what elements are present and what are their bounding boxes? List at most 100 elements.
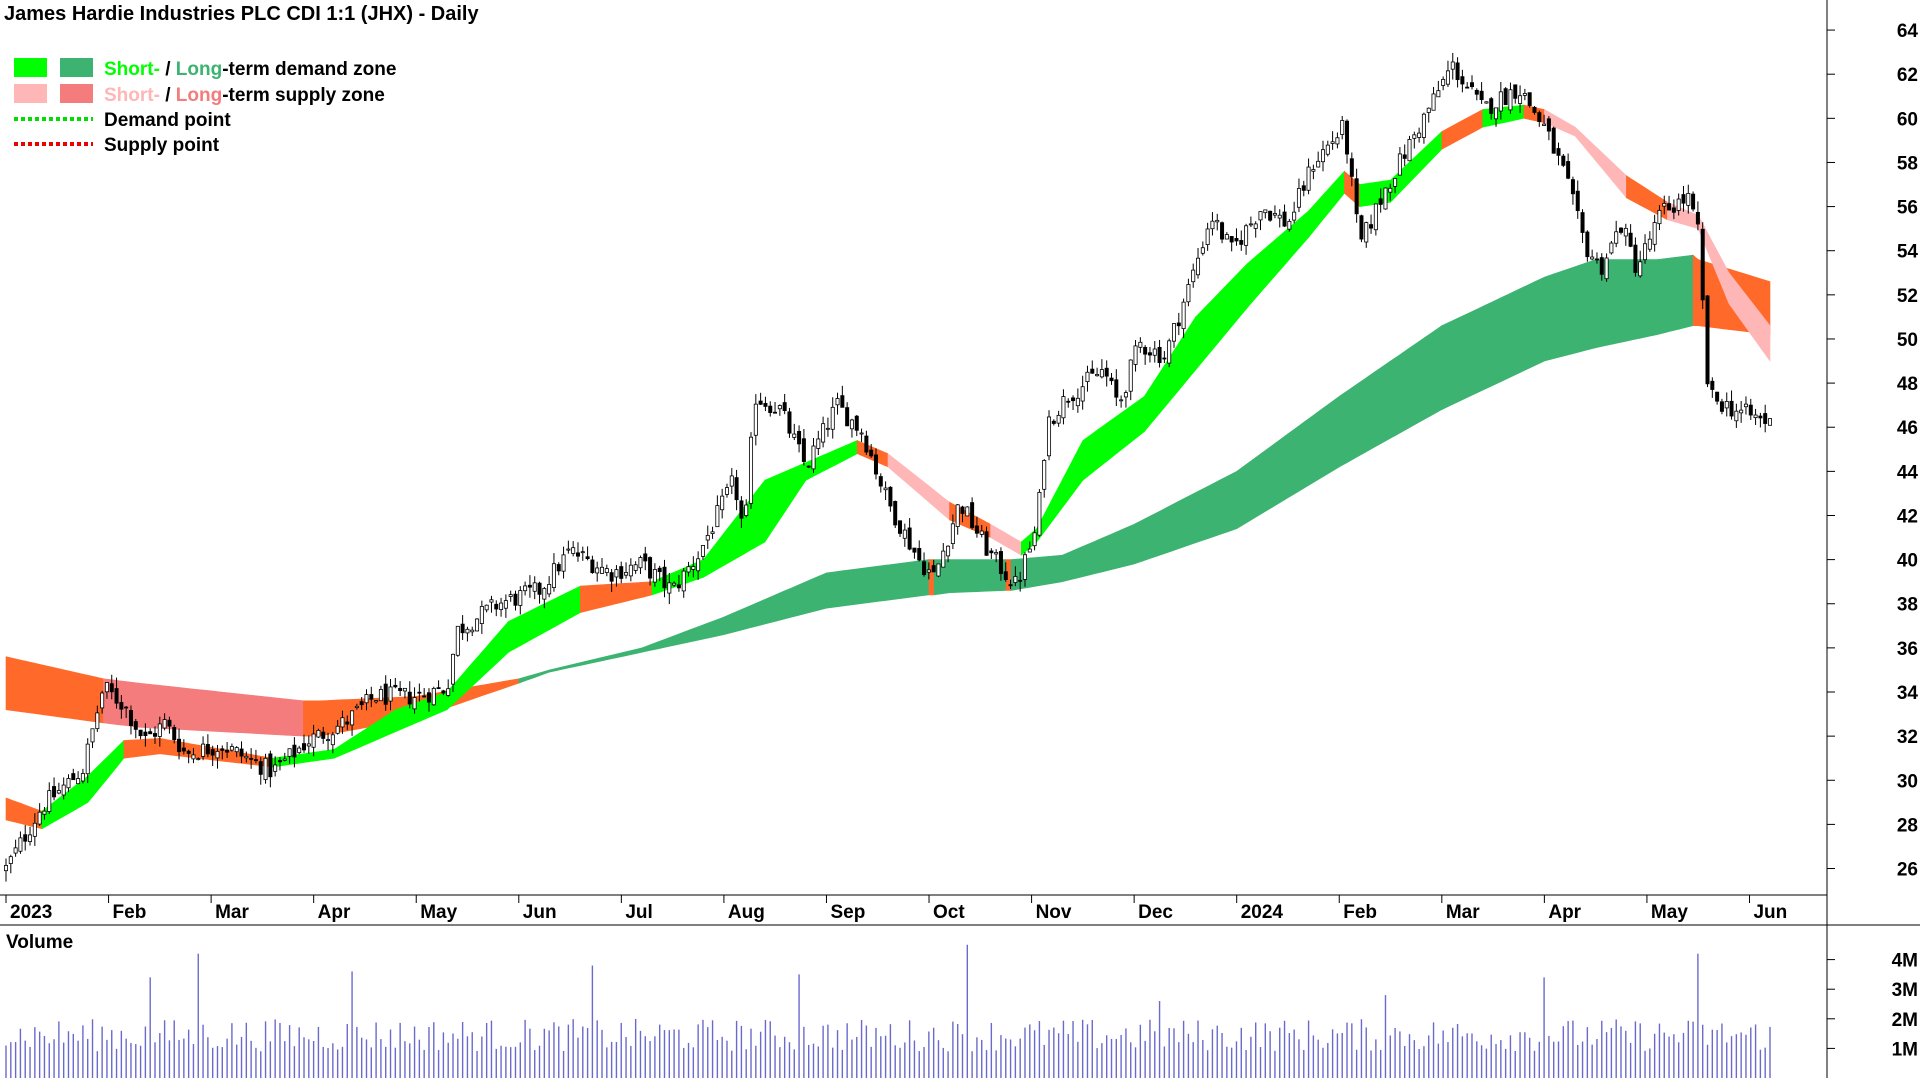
candle [888,486,893,512]
candle-body [797,430,802,445]
x-tick-label: Sep [830,902,865,923]
legend: Short- / Long-term demand zone Short- / … [14,58,396,156]
candle [547,576,552,598]
candle [1022,552,1027,587]
candle-body [864,435,869,453]
candle-body [80,773,85,782]
candle [350,710,355,736]
candle-body [1542,123,1547,126]
candle-body [186,750,191,754]
candle-body [989,550,994,554]
candle [239,741,244,764]
candle-body [215,750,220,759]
candle [854,414,859,437]
candle [1272,205,1277,219]
candle [1479,82,1484,104]
candle-body [66,778,71,789]
candle-body [1320,149,1325,163]
candle-body [210,749,215,756]
candle-body [1248,223,1253,226]
long-term-zone-segment [1133,470,1237,565]
x-tick-label: Jun [523,902,557,923]
candle-body [547,584,552,595]
candle-body [388,686,393,702]
candle-body [907,527,912,550]
candle [869,444,874,458]
candle-body [1676,198,1681,211]
candle-body [1768,418,1773,426]
y-tick-label: 36 [1897,639,1918,660]
candle [1460,69,1465,93]
candle [1335,132,1340,149]
candle-body [37,811,42,825]
candle [749,432,754,509]
candle [1498,81,1503,120]
candle [1345,119,1350,164]
candle [37,803,42,826]
candle-body [1518,95,1523,104]
candle [518,586,523,615]
candle [23,825,28,851]
short-term-zone-segment [1308,170,1345,239]
candle-body [1604,257,1609,280]
candle [883,481,888,501]
candle-body [297,747,302,754]
candle [1220,221,1225,244]
candle-body [936,563,941,577]
candle-body [556,564,561,572]
long-term-zone-band [5,254,1771,737]
candle-body [306,743,311,747]
candle [614,565,619,587]
candle [191,748,196,764]
candle-body [773,411,778,414]
candle-body [1407,139,1412,162]
candle-body [979,530,984,535]
candle-body [816,438,821,449]
candle-body [90,728,95,743]
candle [1474,88,1479,101]
candle [422,688,427,698]
candle [1200,241,1205,256]
candle-body [624,572,629,576]
candle [1705,295,1710,388]
candle [446,679,451,697]
candle [8,854,13,874]
candle [1421,112,1426,144]
candle-body [76,778,81,785]
candle [119,695,124,719]
x-tick-label: Jun [1753,902,1787,923]
candle-body [835,398,840,406]
candle-body [580,551,585,554]
candle-body [71,773,76,781]
candle-body [470,629,475,633]
candle-body [292,744,297,758]
candle-body [893,501,898,526]
candle-body [1234,238,1239,242]
candle [503,594,508,618]
candle-body [561,554,566,572]
short-term-zone-segment [1036,440,1084,543]
candle-body [970,502,975,528]
candle [1393,178,1398,194]
candle [1104,360,1109,387]
candle-body [119,702,124,710]
candle-body [225,749,230,753]
candle-body [1719,401,1724,412]
candle [1388,183,1393,201]
candle-body [484,604,489,611]
candle-body [446,688,451,696]
candle [542,586,547,609]
candle-body [128,710,133,726]
candle [1186,278,1191,307]
candle-body [244,755,249,759]
candle [1162,351,1167,363]
candle-body [1402,154,1407,159]
candle [205,734,210,758]
candle [4,858,9,882]
y-tick-label: 48 [1897,374,1918,395]
candle [551,553,556,592]
candle [1700,222,1705,309]
candle-body [600,566,605,574]
candle-body [1691,193,1696,210]
y-tick-label: 60 [1897,109,1918,130]
